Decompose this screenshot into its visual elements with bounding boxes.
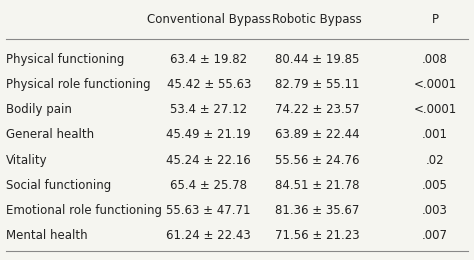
Text: P: P: [431, 13, 438, 26]
Text: 84.51 ± 21.78: 84.51 ± 21.78: [275, 179, 359, 192]
Text: 80.44 ± 19.85: 80.44 ± 19.85: [275, 53, 359, 66]
Text: 45.42 ± 55.63: 45.42 ± 55.63: [166, 78, 251, 91]
Text: 55.56 ± 24.76: 55.56 ± 24.76: [275, 154, 359, 167]
Text: 81.36 ± 35.67: 81.36 ± 35.67: [275, 204, 359, 217]
Text: 65.4 ± 25.78: 65.4 ± 25.78: [170, 179, 247, 192]
Text: 45.24 ± 22.16: 45.24 ± 22.16: [166, 154, 251, 167]
Text: 45.49 ± 21.19: 45.49 ± 21.19: [166, 128, 251, 141]
Text: 61.24 ± 22.43: 61.24 ± 22.43: [166, 229, 251, 242]
Text: .001: .001: [422, 128, 448, 141]
Text: Mental health: Mental health: [6, 229, 88, 242]
Text: <.0001: <.0001: [413, 103, 456, 116]
Text: Physical role functioning: Physical role functioning: [6, 78, 151, 91]
Text: .005: .005: [422, 179, 448, 192]
Text: .008: .008: [422, 53, 448, 66]
Text: 82.79 ± 55.11: 82.79 ± 55.11: [275, 78, 359, 91]
Text: 74.22 ± 23.57: 74.22 ± 23.57: [275, 103, 359, 116]
Text: General health: General health: [6, 128, 94, 141]
Text: .02: .02: [426, 154, 444, 167]
Text: <.0001: <.0001: [413, 78, 456, 91]
Text: 53.4 ± 27.12: 53.4 ± 27.12: [170, 103, 247, 116]
Text: .003: .003: [422, 204, 448, 217]
Text: Emotional role functioning: Emotional role functioning: [6, 204, 162, 217]
Text: Conventional Bypass: Conventional Bypass: [147, 13, 271, 26]
Text: 63.4 ± 19.82: 63.4 ± 19.82: [170, 53, 247, 66]
Text: Robotic Bypass: Robotic Bypass: [272, 13, 362, 26]
Text: 71.56 ± 21.23: 71.56 ± 21.23: [275, 229, 359, 242]
Text: .007: .007: [422, 229, 448, 242]
Text: Bodily pain: Bodily pain: [6, 103, 72, 116]
Text: 63.89 ± 22.44: 63.89 ± 22.44: [275, 128, 359, 141]
Text: Physical functioning: Physical functioning: [6, 53, 125, 66]
Text: Vitality: Vitality: [6, 154, 48, 167]
Text: Social functioning: Social functioning: [6, 179, 111, 192]
Text: 55.63 ± 47.71: 55.63 ± 47.71: [166, 204, 251, 217]
